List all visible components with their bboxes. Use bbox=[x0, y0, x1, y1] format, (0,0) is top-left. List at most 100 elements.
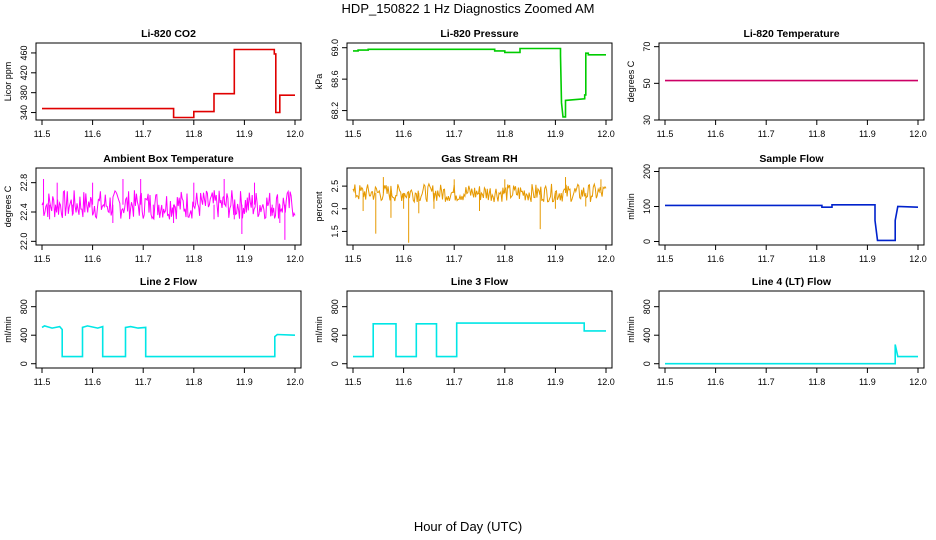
plot-frame bbox=[346, 167, 613, 246]
y-axis: 68.2 68.6 69.0 bbox=[330, 39, 347, 119]
plot-frame bbox=[658, 167, 925, 246]
y-tick-label: 68.6 bbox=[330, 70, 340, 88]
x-tick-label: 11.5 bbox=[34, 254, 51, 264]
x-tick-label: 11.9 bbox=[547, 129, 564, 139]
x-axis: 11.5 11.6 11.7 11.8 11.9 12.0 bbox=[657, 120, 927, 139]
x-tick-label: 11.8 bbox=[808, 377, 825, 387]
y-axis: 340 380 420 460 bbox=[19, 45, 36, 120]
x-axis: 11.5 11.6 11.7 11.8 11.9 12.0 bbox=[34, 120, 304, 139]
panel-title: Line 2 Flow bbox=[140, 276, 198, 288]
y-tick-label: 800 bbox=[642, 299, 652, 314]
y-tick-label: 340 bbox=[19, 105, 29, 120]
x-tick-label: 11.9 bbox=[859, 129, 876, 139]
y-tick-label: 68.2 bbox=[330, 102, 340, 120]
y-axis-label: ml/min bbox=[626, 316, 636, 343]
plot-frame bbox=[35, 290, 302, 369]
x-tick-label: 11.6 bbox=[707, 377, 724, 387]
x-tick-label: 11.9 bbox=[547, 377, 564, 387]
y-tick-label: 400 bbox=[642, 328, 652, 343]
y-axis-label: degrees C bbox=[3, 185, 13, 227]
x-tick-label: 11.5 bbox=[657, 254, 674, 264]
y-axis: 0 400 800 bbox=[642, 299, 659, 366]
y-axis: 0 100 200 bbox=[642, 164, 659, 244]
x-tick-label: 11.5 bbox=[657, 377, 674, 387]
plot-frame bbox=[35, 167, 302, 246]
x-tick-label: 12.0 bbox=[286, 129, 304, 139]
y-tick-label: 200 bbox=[642, 164, 652, 179]
x-tick-label: 11.8 bbox=[808, 129, 825, 139]
y-tick-label: 70 bbox=[642, 42, 652, 52]
series-line-line4 bbox=[665, 344, 918, 365]
x-tick-label: 11.7 bbox=[446, 377, 463, 387]
figure-x-axis-label: Hour of Day (UTC) bbox=[414, 519, 522, 534]
x-tick-label: 11.5 bbox=[345, 129, 362, 139]
panel-line3: Line 3 Flow ml/min 11.5 11.6 11.7 11.8 11.9 12.… bbox=[314, 276, 615, 387]
y-tick-label: 69.0 bbox=[330, 39, 340, 57]
x-tick-label: 12.0 bbox=[597, 377, 615, 387]
y-tick-label: 0 bbox=[642, 239, 652, 244]
x-tick-label: 12.0 bbox=[909, 129, 927, 139]
x-tick-label: 11.8 bbox=[808, 254, 825, 264]
x-tick-label: 11.9 bbox=[547, 254, 564, 264]
y-tick-label: 22.8 bbox=[19, 174, 29, 192]
y-axis-label: ml/min bbox=[626, 193, 636, 220]
panel-title: Ambient Box Temperature bbox=[103, 153, 234, 165]
y-tick-label: 100 bbox=[642, 199, 652, 214]
x-tick-label: 11.6 bbox=[84, 129, 101, 139]
x-tick-label: 11.6 bbox=[707, 129, 724, 139]
panel-title: Li-820 Pressure bbox=[440, 28, 518, 40]
figure-title: HDP_150822 1 Hz Diagnostics Zoomed AM bbox=[342, 1, 595, 16]
x-tick-label: 11.7 bbox=[135, 129, 152, 139]
y-axis: 0 400 800 bbox=[330, 299, 347, 366]
x-axis: 11.5 11.6 11.7 11.8 11.9 12.0 bbox=[657, 368, 927, 387]
series-line-line2 bbox=[41, 325, 296, 358]
x-tick-label: 11.7 bbox=[758, 254, 775, 264]
y-axis-label: Licor ppm bbox=[3, 62, 13, 102]
y-tick-label: 0 bbox=[330, 361, 340, 366]
x-tick-label: 12.0 bbox=[909, 377, 927, 387]
x-axis: 11.5 11.6 11.7 11.8 11.9 12.0 bbox=[345, 368, 615, 387]
y-tick-label: 400 bbox=[19, 328, 29, 343]
x-tick-label: 11.7 bbox=[446, 254, 463, 264]
x-tick-label: 11.9 bbox=[236, 377, 253, 387]
y-axis-label: ml/min bbox=[3, 316, 13, 343]
x-tick-label: 11.8 bbox=[185, 129, 202, 139]
x-tick-label: 11.9 bbox=[236, 129, 253, 139]
x-tick-label: 11.5 bbox=[34, 129, 51, 139]
x-tick-label: 12.0 bbox=[286, 377, 304, 387]
y-tick-label: 50 bbox=[642, 78, 652, 88]
y-tick-label: 1.5 bbox=[330, 225, 340, 238]
y-tick-label: 22.0 bbox=[19, 233, 29, 251]
y-axis: 1.5 2.0 2.5 bbox=[330, 180, 347, 238]
series-line-rh bbox=[352, 182, 607, 204]
x-axis: 11.5 11.6 11.7 11.8 11.9 12.0 bbox=[345, 245, 615, 264]
plot-frame bbox=[346, 42, 613, 121]
x-axis: 11.5 11.6 11.7 11.8 11.9 12.0 bbox=[657, 245, 927, 264]
x-tick-label: 12.0 bbox=[909, 254, 927, 264]
series-line-line3 bbox=[353, 322, 606, 358]
plot-frame bbox=[35, 42, 302, 121]
y-axis: 30 50 70 bbox=[642, 42, 659, 125]
x-tick-label: 11.5 bbox=[345, 254, 362, 264]
panel-ambient: Ambient Box Temperature degrees C 11.5 11.6… bbox=[3, 153, 304, 264]
x-tick-label: 11.9 bbox=[236, 254, 253, 264]
y-tick-label: 2.5 bbox=[330, 180, 340, 193]
panel-title: Line 4 (LT) Flow bbox=[752, 276, 832, 288]
y-axis-label: percent bbox=[314, 191, 324, 222]
y-tick-label: 400 bbox=[330, 328, 340, 343]
plot-frame bbox=[658, 290, 925, 369]
x-tick-label: 11.7 bbox=[446, 129, 463, 139]
series-line-sample_flow bbox=[665, 204, 919, 242]
x-tick-label: 11.8 bbox=[496, 377, 513, 387]
plot-frame bbox=[658, 42, 925, 121]
panel-title: Sample Flow bbox=[759, 153, 824, 165]
y-tick-label: 30 bbox=[642, 115, 652, 125]
panel-title: Li-820 CO2 bbox=[141, 28, 196, 40]
x-tick-label: 11.7 bbox=[758, 129, 775, 139]
x-tick-label: 11.8 bbox=[496, 254, 513, 264]
x-tick-label: 11.7 bbox=[758, 377, 775, 387]
